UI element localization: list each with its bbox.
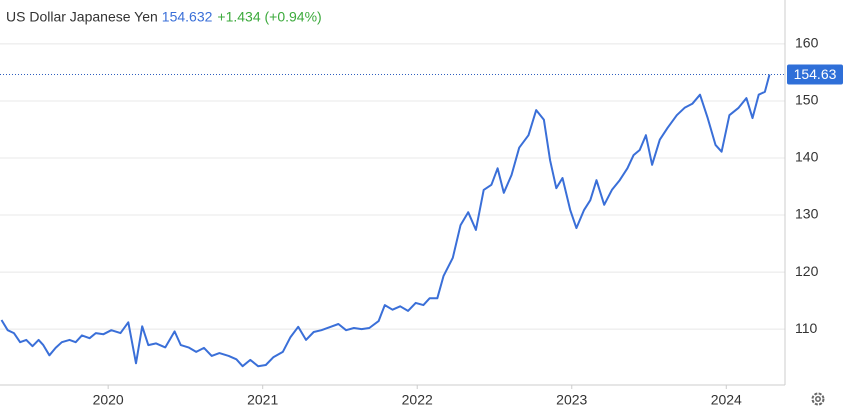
change: +1.434 (+0.94%) — [217, 9, 321, 25]
y-tick-label: 160 — [795, 35, 819, 51]
price-tag: 154.63 — [794, 66, 837, 82]
chart-title: US Dollar Japanese Yen — [6, 9, 158, 25]
x-tick-label: 2023 — [556, 392, 587, 408]
price: 154.632 — [162, 9, 213, 25]
y-tick-label: 120 — [795, 263, 819, 279]
y-tick-label: 150 — [795, 92, 819, 108]
x-tick-label: 2021 — [247, 392, 278, 408]
x-tick-label: 2024 — [711, 392, 742, 408]
price-line — [0, 74, 771, 368]
settings-icon[interactable] — [811, 392, 825, 406]
y-tick-label: 130 — [795, 206, 819, 222]
x-tick-label: 2022 — [402, 392, 433, 408]
x-tick-label: 2020 — [93, 392, 124, 408]
price-tag-box — [787, 64, 843, 85]
y-tick-label: 110 — [795, 320, 818, 336]
y-tick-label: 140 — [795, 149, 819, 165]
